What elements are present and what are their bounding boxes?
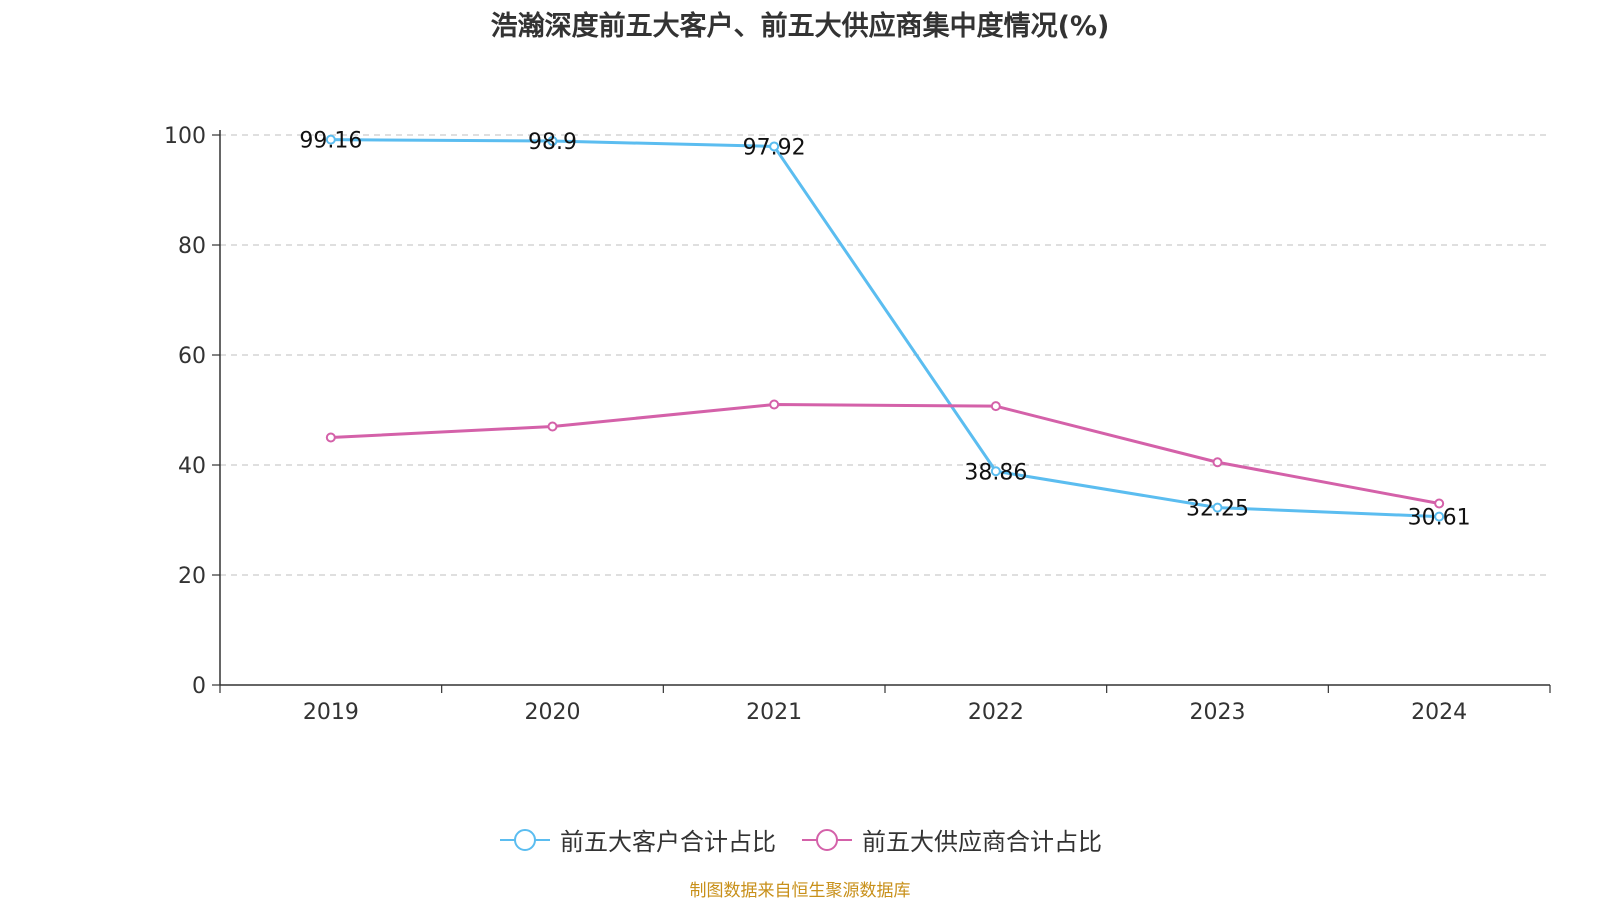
y-tick-label: 20 <box>178 564 206 589</box>
series-line-1 <box>330 403 1440 505</box>
data-label: 30.61 <box>1408 506 1471 531</box>
data-point <box>547 136 558 147</box>
data-point <box>1434 498 1445 509</box>
data-label: 38.86 <box>964 460 1027 485</box>
x-tick-label: 2023 <box>1190 700 1246 725</box>
data-point <box>990 466 1001 477</box>
x-tick-label: 2022 <box>968 700 1024 725</box>
axes: 0 20 40 60 80 100 2019 2020 2021 2022 2023 2024 <box>164 124 1551 725</box>
x-tick-label: 2021 <box>746 700 802 725</box>
legend-label-customers: 前五大客户合计占比 <box>560 828 776 856</box>
data-label: 98.9 <box>528 130 577 155</box>
data-point <box>325 134 336 145</box>
series-line-0 <box>330 138 1440 519</box>
source-note: 制图数据来自恒生聚源数据库 <box>689 881 911 901</box>
chart-title: 浩瀚深度前五大客户、前五大供应商集中度情况(%) <box>490 11 1110 42</box>
grid-lines <box>220 134 1550 576</box>
legend-label-suppliers: 前五大供应商合计占比 <box>862 828 1102 856</box>
data-point <box>325 432 336 443</box>
legend: 前五大客户合计占比 前五大供应商合计占比 <box>0 822 1600 857</box>
legend-item-customers[interactable]: 前五大客户合计占比 <box>498 822 776 857</box>
data-point <box>1212 457 1223 468</box>
data-point <box>769 141 780 152</box>
y-tick-label: 80 <box>178 234 206 259</box>
line-chart: 0 20 40 60 80 100 2019 2020 2021 2022 2023 2024 99.… <box>164 124 1551 725</box>
data-point <box>769 399 780 410</box>
data-label: 32.25 <box>1186 497 1249 522</box>
data-point <box>547 421 558 432</box>
y-tick-label: 100 <box>164 124 206 149</box>
legend-marker-suppliers <box>802 828 852 851</box>
data-point <box>990 401 1001 412</box>
data-point <box>1434 511 1445 522</box>
y-tick-label: 60 <box>178 344 206 369</box>
series-lines <box>325 134 1445 522</box>
x-tick-label: 2019 <box>303 700 359 725</box>
y-tick-label: 0 <box>192 674 206 699</box>
data-label: 97.92 <box>743 135 806 160</box>
legend-item-suppliers[interactable]: 前五大供应商合计占比 <box>800 822 1102 857</box>
data-point <box>1212 502 1223 513</box>
y-tick-label: 40 <box>178 454 206 479</box>
data-label: 99.16 <box>299 129 362 154</box>
x-tick-label: 2020 <box>525 700 581 725</box>
x-tick-label: 2024 <box>1411 700 1467 725</box>
legend-marker-customers <box>500 828 550 851</box>
data-labels: 99.16 98.9 97.92 38.86 32.25 30.61 <box>299 129 1470 531</box>
